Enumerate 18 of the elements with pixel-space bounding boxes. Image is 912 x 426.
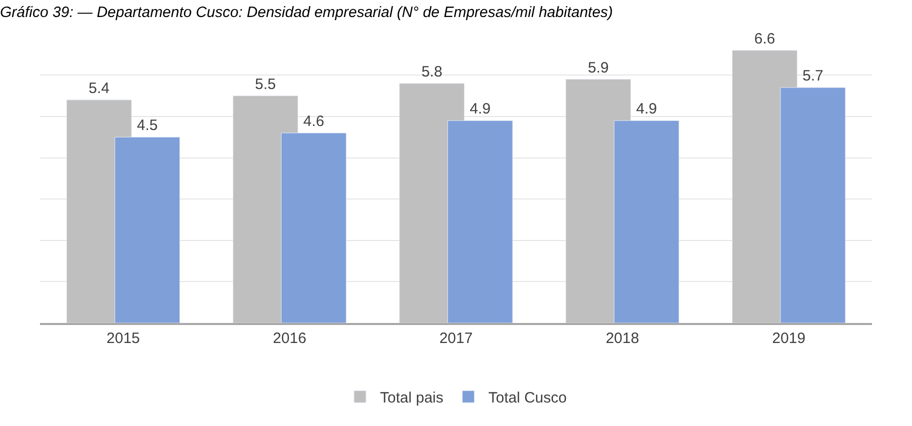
data-label: 5.8: [421, 63, 442, 80]
data-label: 5.5: [255, 76, 276, 93]
chart-title: Gráfico 39: — Departamento Cusco: Densidad empresarial (N° de Empresas/mil habitantes): [0, 4, 613, 21]
legend-label: Total Cusco: [488, 390, 567, 406]
data-label: 5.9: [588, 59, 609, 76]
data-label: 6.6: [754, 30, 776, 48]
data-label: 5.4: [88, 80, 110, 97]
data-label: 4.9: [636, 100, 657, 118]
data-label: 4.9: [470, 100, 491, 118]
x-tick-label: 2019: [772, 330, 806, 347]
x-tick-label: 2018: [606, 330, 640, 347]
data-label: 5.7: [802, 68, 824, 85]
x-tick-label: 2017: [439, 330, 473, 347]
data-label: 4.6: [303, 112, 324, 130]
x-tick-label: 2016: [272, 330, 306, 347]
x-tick-label: 2015: [106, 330, 140, 347]
data-label: 4.5: [136, 117, 158, 134]
legend-label: Total pais: [380, 390, 444, 406]
